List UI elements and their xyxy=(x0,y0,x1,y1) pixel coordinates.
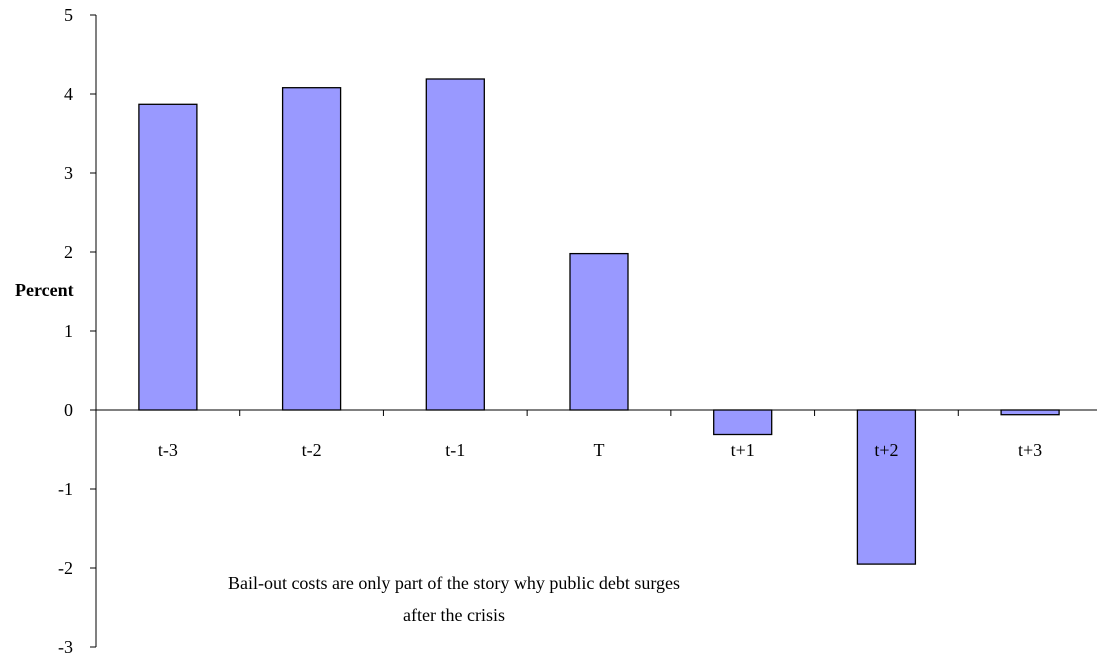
bar-t-3 xyxy=(138,103,198,411)
x-tick-label-t+2: t+2 xyxy=(874,440,898,460)
y-tick-label-0: 0 xyxy=(64,400,73,420)
bar-T xyxy=(569,252,629,411)
x-tick-label-t+1: t+1 xyxy=(731,440,755,460)
bar-t+1 xyxy=(713,409,773,436)
axes-group xyxy=(90,14,1097,648)
annotation-line-1: Bail-out costs are only part of the stor… xyxy=(228,573,680,593)
annotation-line-2: after the crisis xyxy=(403,605,505,625)
x-tick-label-T: T xyxy=(594,440,605,460)
y-tick-label-1: 1 xyxy=(64,321,73,341)
y-axis-label: Percent xyxy=(15,280,74,300)
x-tick-label-t-1: t-1 xyxy=(445,440,465,460)
bars-group xyxy=(138,78,1060,565)
y-tick-label-3: 3 xyxy=(64,163,73,183)
y-tick-label--3: -3 xyxy=(58,637,73,657)
y-tick-label-5: 5 xyxy=(64,5,73,25)
bar-t+3 xyxy=(1000,409,1060,416)
bar-t-1 xyxy=(425,78,485,411)
bar-t+2 xyxy=(856,409,917,565)
x-tick-label-t-3: t-3 xyxy=(158,440,178,460)
y-tick-label--1: -1 xyxy=(58,479,73,499)
y-tick-label--2: -2 xyxy=(58,558,73,578)
x-tick-label-t-2: t-2 xyxy=(302,440,322,460)
bar-t-2 xyxy=(281,87,342,411)
y-tick-labels: -3 -2 -1 0 1 2 3 4 5 xyxy=(58,5,73,657)
y-tick-label-2: 2 xyxy=(64,242,73,262)
x-tick-label-t+3: t+3 xyxy=(1018,440,1042,460)
y-tick-label-4: 4 xyxy=(64,84,73,104)
